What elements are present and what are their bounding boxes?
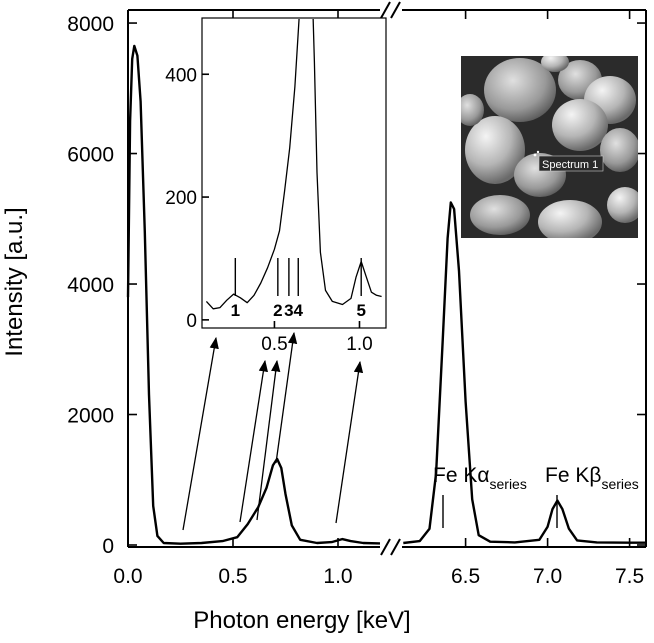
y-tick-label: 2000 [67, 405, 114, 428]
x-ticks: 0.0 0.5 1.0 6.5 7.0 7.5 [113, 10, 644, 588]
inset-marker-label: 3 [284, 301, 293, 320]
spectrum-point-marker [533, 153, 537, 157]
arrow [239, 359, 269, 523]
photo-label-box [538, 155, 604, 172]
x-axis-label: Photon energy [keV] [193, 607, 410, 634]
x-tick-label: 0.0 [113, 565, 142, 588]
inset-marker-label: 5 [356, 301, 365, 320]
y-tick-label: 0 [102, 535, 114, 558]
inset-marker-label: 1 [231, 301, 240, 320]
x-tick-label: 7.5 [615, 565, 644, 588]
inset-x-ticks: 0.5 1.0 [261, 321, 373, 355]
axis-break-mark [390, 538, 401, 556]
photo-label: Spectrum 1 [542, 159, 598, 171]
y-axis-label: Intensity [a.u.] [1, 207, 28, 356]
spectrum-line [126, 44, 646, 545]
x-tick-label: 6.5 [451, 565, 480, 588]
arrow [256, 359, 281, 521]
fe-ka-label: Fe Kαseries [433, 464, 527, 492]
sem-photo: Spectrum 1 [461, 56, 638, 238]
inset-spectrum-line [205, 19, 382, 310]
x-tick-label: 7.0 [533, 565, 562, 588]
inset-y-tick-label: 0 [186, 311, 197, 332]
x-tick-label: 1.0 [323, 565, 352, 588]
inset-y-ticks: 0 200 400 [165, 65, 209, 332]
x-tick-label: 0.5 [218, 565, 247, 588]
y-tick-label: 6000 [67, 144, 114, 167]
inset-x-tick-label: 1.0 [346, 334, 372, 355]
fe-kb-label: Fe Kβseries [545, 464, 639, 492]
axis-break-mark [380, 1, 391, 19]
inset-y-tick-label: 200 [165, 188, 197, 209]
inset-marker-label: 4 [294, 301, 304, 320]
arrow [275, 331, 298, 464]
inset-arrows [182, 331, 364, 531]
inset-marker-label: 2 [273, 301, 282, 320]
inset-frame [201, 17, 387, 329]
axis-break-mark [380, 538, 391, 556]
spectrum-point-marker [536, 150, 540, 154]
y-tick-label: 8000 [67, 13, 114, 36]
arrow [335, 360, 364, 524]
fe-annotations: Fe Kαseries Fe Kβseries [433, 464, 639, 528]
arrow [182, 336, 219, 531]
inset-y-tick-label: 400 [165, 65, 197, 86]
axis-break-mark [390, 1, 401, 19]
y-tick-label: 4000 [67, 274, 114, 297]
inset-x-tick-label: 0.5 [261, 334, 287, 355]
